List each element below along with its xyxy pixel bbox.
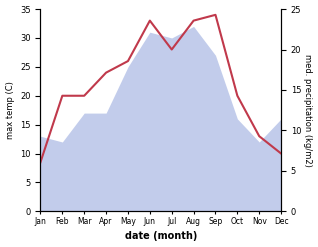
Y-axis label: max temp (C): max temp (C) bbox=[5, 81, 15, 139]
Y-axis label: med. precipitation (kg/m2): med. precipitation (kg/m2) bbox=[303, 54, 313, 167]
X-axis label: date (month): date (month) bbox=[125, 231, 197, 242]
